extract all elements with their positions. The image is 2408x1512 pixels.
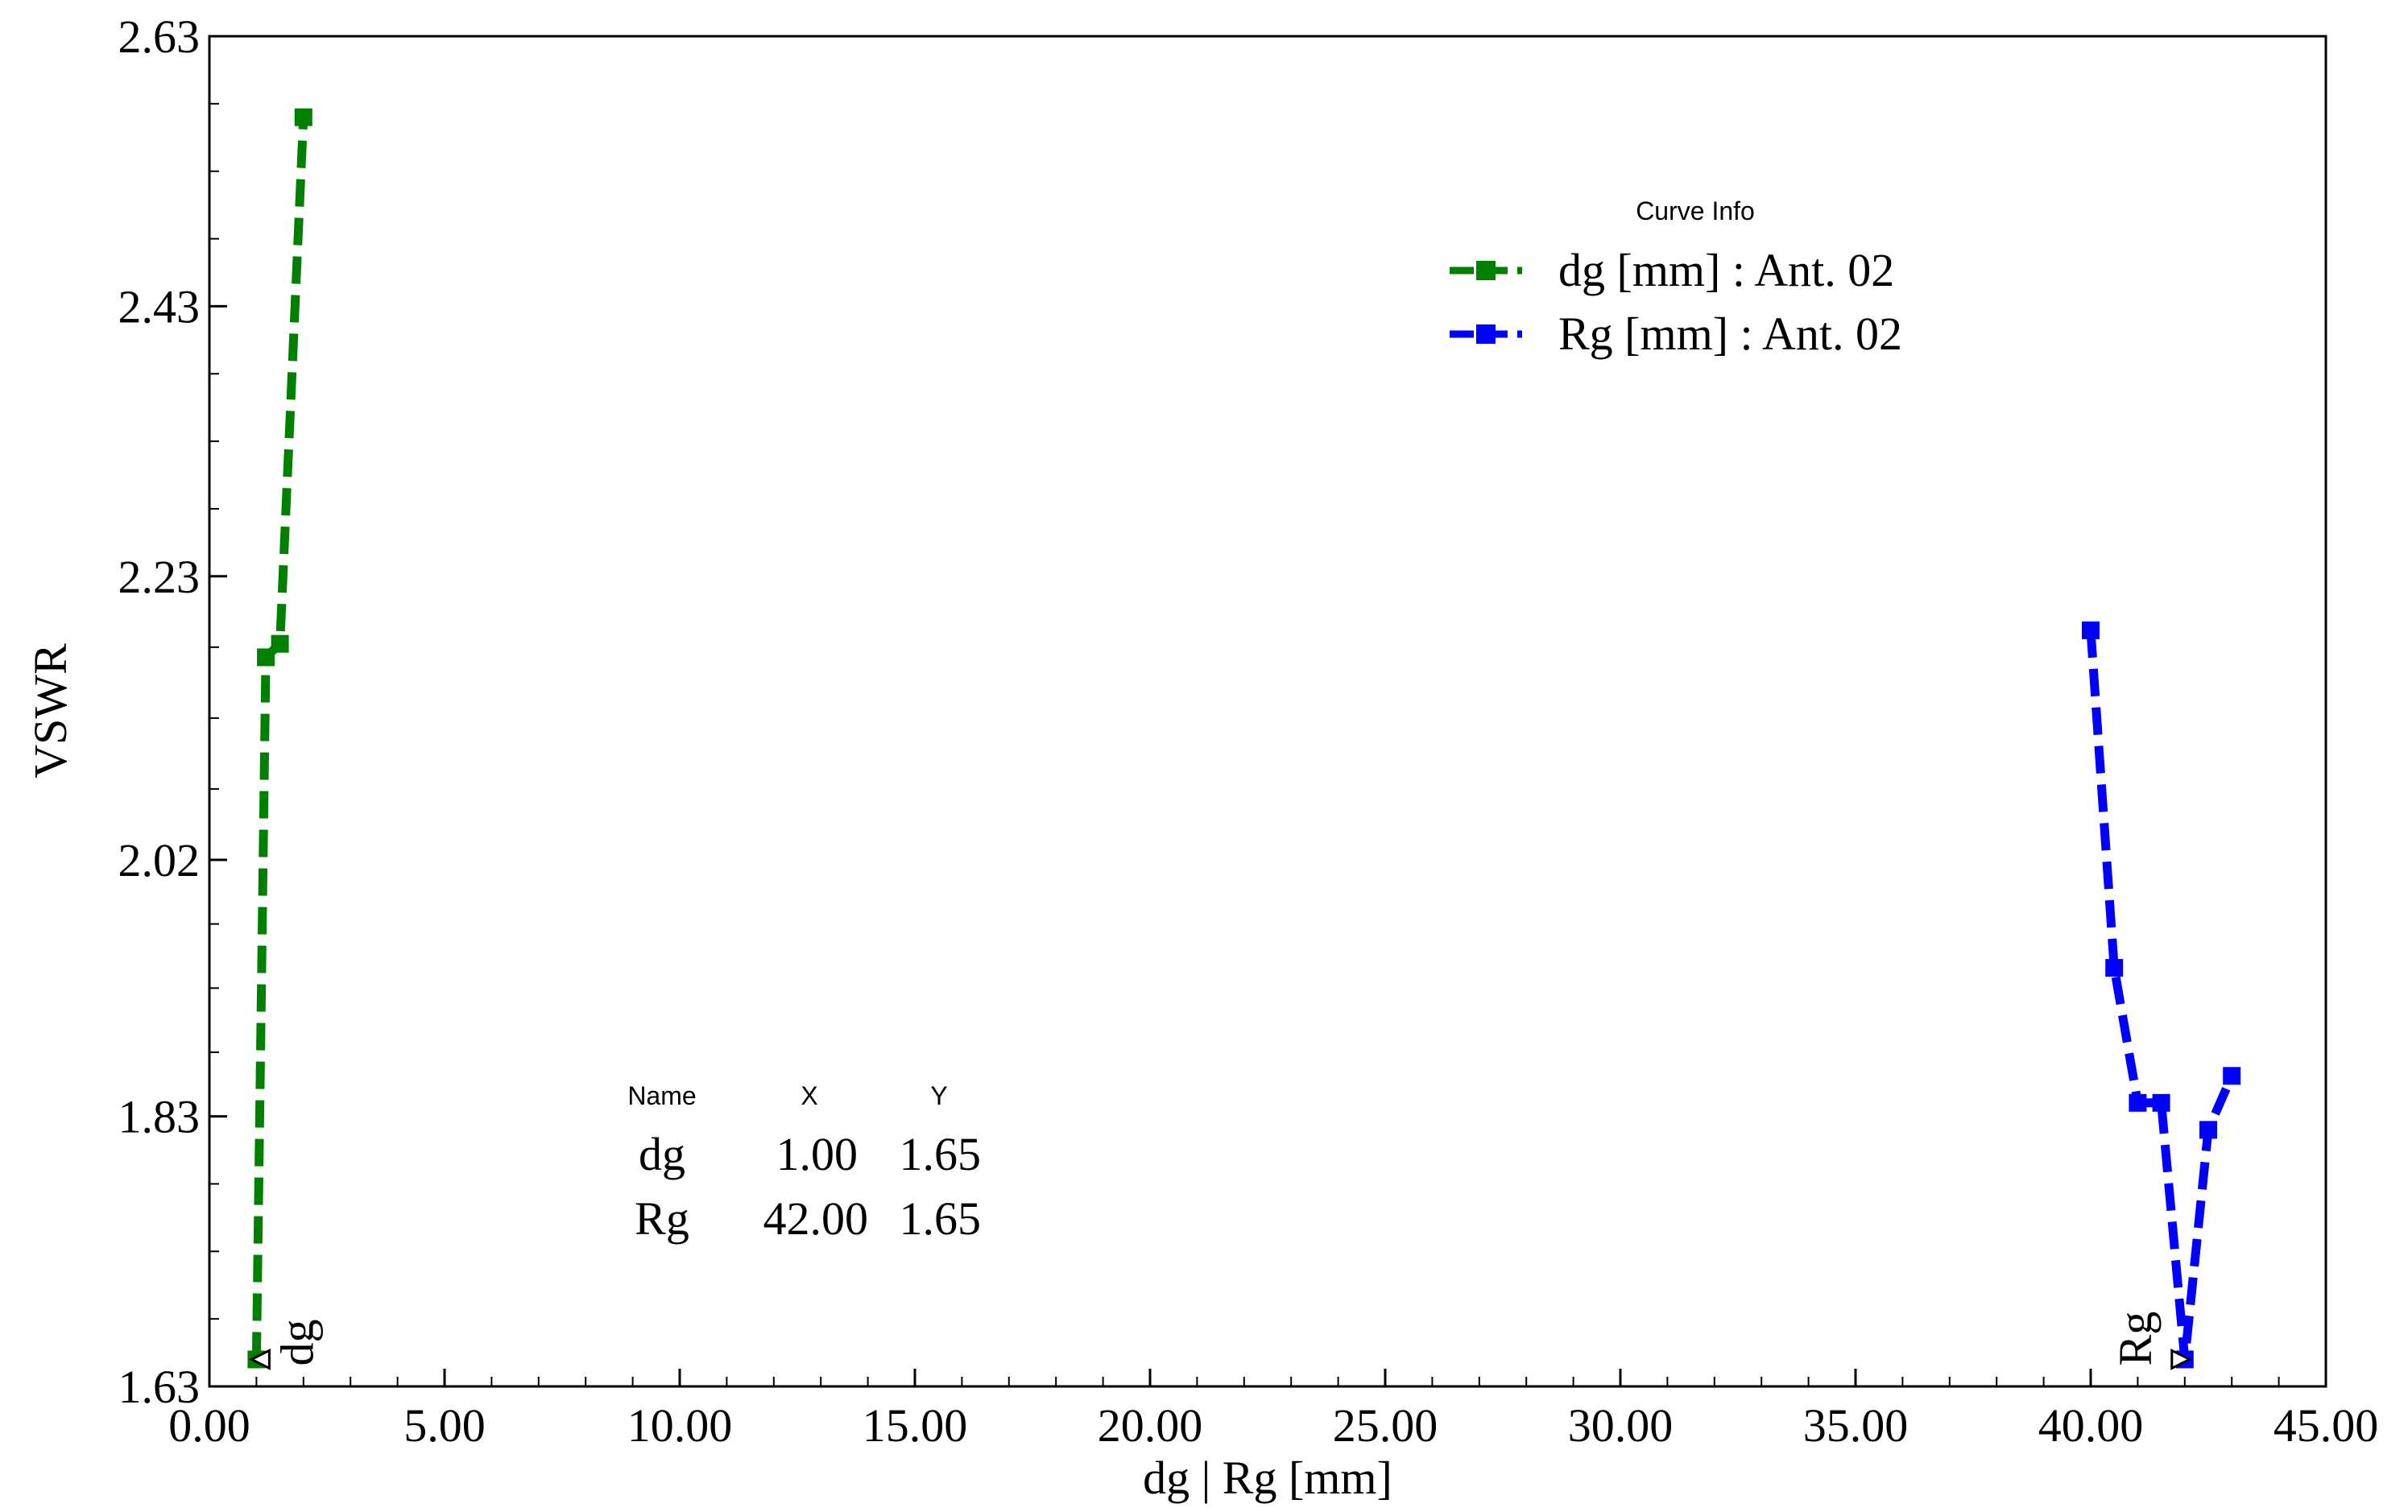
series-point[interactable] [294,108,312,126]
y-tick-label: 2.43 [118,280,201,333]
x-tick-label: 45.00 [2274,1399,2379,1452]
y-tick-label: 2.02 [118,834,201,886]
legend-label-dg: dg [mm] : Ant. 02 [1558,244,1894,296]
marker-table-cell: dg [639,1128,685,1180]
plot-area [208,35,2327,1388]
series-point[interactable] [2199,1121,2217,1139]
marker-layer: dg Rg [249,1312,2193,1370]
x-tick-label: 30.00 [1568,1399,1674,1452]
marker-table-cell: 1.65 [900,1128,982,1180]
series-point[interactable] [257,648,275,667]
legend-entry-dg[interactable]: dg [mm] : Ant. 02 [1450,244,1894,296]
legend[interactable]: Curve Info dg [mm] : Ant. 02 Rg [mm] : A… [1450,196,1902,360]
x-axis: 0.00 5.00 10.00 15.00 20.00 25.00 30.00 35.00 40… [168,1369,2378,1452]
series-point[interactable] [2105,959,2124,977]
marker-triangle[interactable] [249,1349,271,1370]
marker-table-cell: Rg [635,1192,689,1245]
legend-title: Curve Info [1636,196,1755,225]
marker-table-header-x: X [801,1081,817,1110]
marker-table-header-name: Name [627,1081,696,1110]
series-layer [247,108,2241,1369]
marker-table-cell: 42.00 [763,1192,869,1245]
y-axis-label: VSWR [24,643,77,779]
marker-table-cell: 1.00 [776,1128,859,1180]
legend-label-rg: Rg [mm] : Ant. 02 [1558,308,1902,360]
y-tick-label: 1.63 [118,1361,201,1413]
y-tick-label: 2.63 [118,10,201,63]
legend-entry-rg[interactable]: Rg [mm] : Ant. 02 [1450,308,1902,360]
y-tick-label: 2.23 [118,551,201,603]
marker-label: Rg [2109,1312,2162,1366]
marker-table-cell: 1.65 [900,1192,982,1245]
legend-swatch-marker-rg [1476,324,1496,344]
x-tick-label: 25.00 [1333,1399,1438,1452]
x-tick-label: 0.00 [168,1399,250,1452]
series-point[interactable] [2152,1093,2170,1112]
marker-label: dg [271,1319,323,1365]
x-tick-label: 20.00 [1098,1399,1203,1452]
y-tick-label: 1.83 [118,1091,201,1143]
legend-swatch-marker-dg [1476,261,1496,280]
x-tick-label: 15.00 [863,1399,968,1452]
y-axis: 1.63 1.83 2.02 2.23 2.43 2.63 [118,10,227,1413]
x-tick-label: 35.00 [1803,1399,1909,1452]
x-tick-label: 10.00 [627,1399,733,1452]
series-point[interactable] [271,634,289,653]
series-point[interactable] [2223,1067,2241,1085]
marker-table: Name X Y dg 1.00 1.65 Rg 42.00 1.65 [627,1081,981,1245]
marker-table-header-y: Y [930,1081,947,1110]
series-point[interactable] [2129,1093,2147,1112]
x-tick-label: 40.00 [2038,1399,2144,1452]
marker-triangle[interactable] [2170,1349,2193,1370]
series-point[interactable] [2082,621,2100,639]
x-tick-label: 5.00 [403,1399,486,1452]
x-axis-label: dg | Rg [mm] [1143,1452,1392,1504]
